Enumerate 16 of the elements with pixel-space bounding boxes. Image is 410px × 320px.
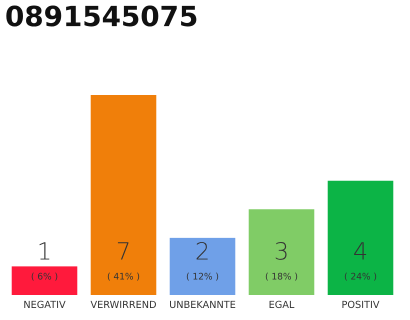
data-label: 7 ( 41% ) bbox=[108, 242, 140, 281]
x-tick-label: NEGATIV bbox=[24, 300, 66, 308]
bar bbox=[90, 95, 156, 295]
bar bbox=[328, 180, 394, 295]
x-tick-label: POSITIV bbox=[342, 300, 380, 308]
data-label: 2 ( 12% ) bbox=[186, 242, 218, 281]
chart-title: 0891545075 bbox=[6, 5, 196, 26]
x-tick-label: UNBEKANNTE bbox=[170, 300, 236, 308]
x-tick-label: EGAL bbox=[270, 300, 294, 308]
bar bbox=[248, 209, 314, 295]
bar bbox=[12, 266, 78, 295]
bar bbox=[170, 238, 236, 295]
data-label: 4 ( 24% ) bbox=[344, 242, 376, 281]
data-label: 3 ( 18% ) bbox=[266, 242, 298, 281]
x-tick-label: VERWIRREND bbox=[90, 300, 156, 308]
data-label: 1 ( 6% ) bbox=[32, 242, 58, 281]
